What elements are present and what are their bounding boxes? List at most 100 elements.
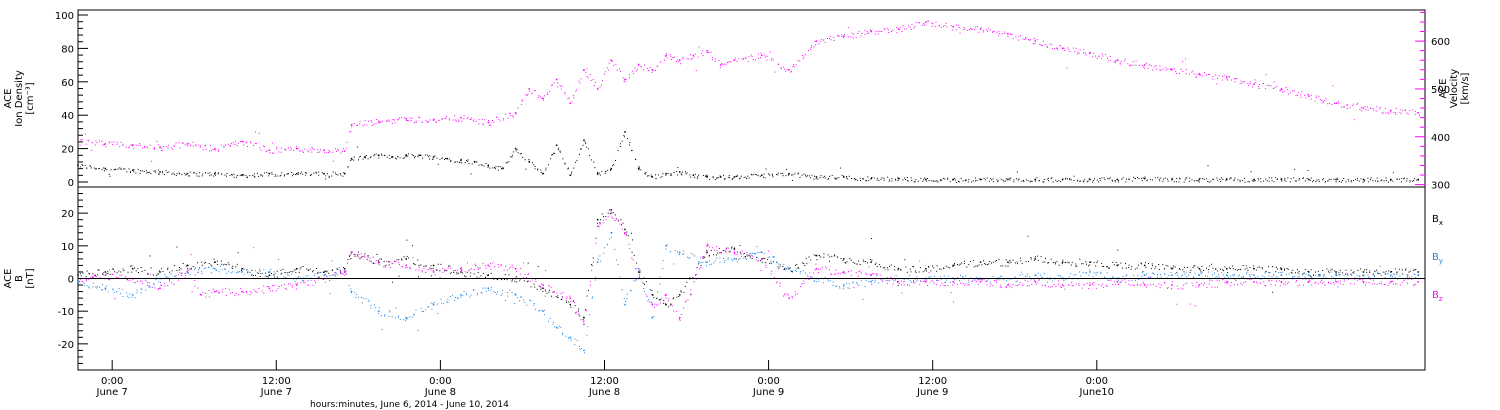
scatter-dot-bx <box>1103 265 1105 267</box>
data-point-velocity <box>1143 64 1146 66</box>
scatter-dot-velocity <box>375 123 377 125</box>
scatter-dot-bx <box>231 268 233 270</box>
scatter-dot-bz <box>1058 283 1060 285</box>
scatter-dot-velocity <box>313 148 315 150</box>
scatter-dot-density <box>845 177 847 179</box>
scatter-dot-bx <box>1033 259 1035 261</box>
scatter-dot-density <box>411 154 413 156</box>
scatter-dot-bz <box>434 274 436 276</box>
scatter-dot-bz <box>523 262 525 264</box>
scatter-dot-by <box>1249 276 1251 278</box>
scatter-dot-density <box>1055 179 1057 181</box>
scatter-dot-by <box>705 265 707 267</box>
scatter-dot-bz <box>887 280 889 282</box>
scatter-dot-bx <box>376 253 378 255</box>
scatter-dot-velocity <box>359 121 361 123</box>
scatter-dot-density <box>888 179 890 181</box>
scatter-dot-by <box>246 272 248 274</box>
scatter-dot-by <box>876 274 878 276</box>
scatter-dot-by <box>1264 272 1266 274</box>
scatter-dot-density <box>1013 179 1015 181</box>
scatter-dot-bz <box>1276 280 1278 282</box>
scatter-dot-bx <box>582 319 584 321</box>
scatter-dot-velocity <box>643 64 645 66</box>
scatter-dot-bx <box>1193 265 1195 267</box>
scatter-dot-bx <box>1228 267 1230 269</box>
scatter-dot-bz <box>456 269 458 271</box>
scatter-dot-bz <box>1371 283 1373 285</box>
scatter-dot-bx <box>928 266 930 268</box>
scatter-dot-by <box>697 261 699 263</box>
scatter-dot-by <box>749 252 751 254</box>
data-point-velocity <box>343 150 346 152</box>
data-point-velocity <box>706 49 708 52</box>
scatter-dot-velocity <box>1015 36 1017 38</box>
scatter-dot-bz <box>876 273 878 275</box>
scatter-dot-bx <box>97 274 99 276</box>
scatter-dot-velocity <box>250 142 252 144</box>
scatter-dot-velocity <box>1280 89 1282 91</box>
data-point-bz <box>432 271 435 273</box>
scatter-dot-bz <box>656 304 658 306</box>
scatter-dot-bz <box>141 280 143 282</box>
scatter-dot-density <box>1121 178 1123 180</box>
scatter-dot-by <box>197 272 199 274</box>
scatter-dot-by <box>1058 275 1060 277</box>
scatter-dot-velocity <box>945 22 947 24</box>
scatter-dot-density <box>1403 177 1405 179</box>
scatter-dot-bx <box>622 222 624 224</box>
scatter-dot-bz <box>1399 284 1401 286</box>
scatter-dot-bz <box>114 298 116 300</box>
scatter-dot-velocity <box>1207 73 1209 75</box>
scatter-dot-bz <box>680 314 682 316</box>
scatter-dot-bz <box>749 253 751 255</box>
scatter-dot-by <box>619 276 621 278</box>
scatter-dot-density <box>189 171 191 173</box>
scatter-dot-density <box>610 168 612 170</box>
scatter-dot-bz <box>500 264 502 266</box>
scatter-dot-by <box>534 308 536 310</box>
scatter-dot-velocity <box>1029 39 1031 41</box>
scatter-dot-density <box>318 171 320 173</box>
scatter-dot-bz <box>181 274 183 276</box>
data-point-bx <box>1061 261 1064 263</box>
scatter-dot-density <box>444 159 446 161</box>
scatter-dot-density <box>831 174 833 176</box>
scatter-dot-density <box>1122 177 1124 179</box>
scatter-dot-velocity <box>317 151 319 153</box>
scatter-dot-velocity <box>1152 69 1154 71</box>
scatter-dot-velocity <box>521 103 523 105</box>
scatter-dot-bz <box>1370 278 1372 280</box>
scatter-dot-by <box>871 283 873 285</box>
scatter-dot-density <box>512 151 514 153</box>
data-point-density <box>569 174 572 177</box>
scatter-dot-velocity <box>766 55 768 57</box>
scatter-dot-bz <box>565 298 567 300</box>
scatter-dot-velocity <box>678 61 680 63</box>
scatter-dot-bz <box>1387 284 1389 286</box>
scatter-dot-velocity <box>1001 33 1003 35</box>
scatter-dot-bx <box>176 269 178 271</box>
scatter-dot-density <box>712 177 714 179</box>
scatter-dot-density <box>1058 179 1060 181</box>
scatter-dot-bx <box>309 268 311 270</box>
scatter-dot-velocity <box>944 24 946 26</box>
scatter-dot-velocity <box>601 84 603 86</box>
scatter-dot-density <box>1406 178 1408 180</box>
scatter-dot-bz <box>404 267 406 269</box>
scatter-dot-density <box>838 177 840 179</box>
scatter-dot-bx <box>353 253 355 255</box>
scatter-dot-bz <box>406 266 408 268</box>
scatter-dot-bx <box>595 237 597 239</box>
scatter-dot-by <box>1099 272 1101 274</box>
scatter-dot-bx <box>782 265 784 267</box>
scatter-dot-bz <box>1067 284 1069 286</box>
scatter-dot-bz <box>212 288 214 290</box>
scatter-dot-density <box>975 180 977 182</box>
scatter-dot-velocity <box>1150 65 1152 67</box>
scatter-dot-density <box>545 169 547 171</box>
scatter-dot-density <box>645 173 647 175</box>
scatter-dot-by <box>574 338 576 340</box>
data-point-velocity <box>1061 47 1064 50</box>
scatter-dot-density <box>179 173 181 175</box>
